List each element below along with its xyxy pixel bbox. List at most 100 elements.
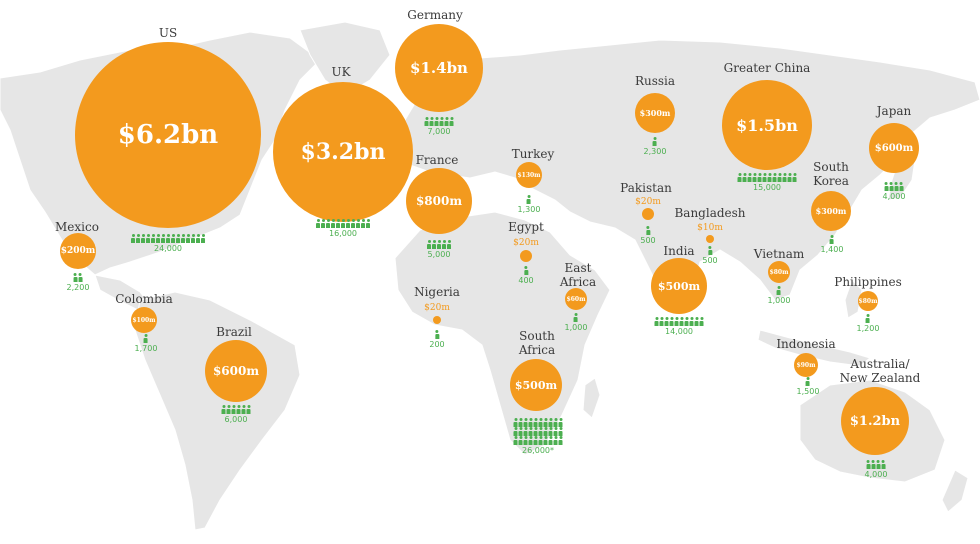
country-name: Pakistan bbox=[620, 181, 672, 195]
country-name: East Africa bbox=[559, 261, 597, 289]
person-icon bbox=[435, 330, 439, 339]
investment-bubble: $600m bbox=[205, 340, 267, 402]
employee-count: 1,000 bbox=[564, 323, 588, 332]
person-icon bbox=[513, 418, 518, 427]
person-icon bbox=[664, 317, 669, 326]
employees-pictogram: 6,000 bbox=[221, 405, 251, 425]
person-icon bbox=[899, 182, 904, 191]
person-icon bbox=[191, 234, 195, 243]
person-icon-row bbox=[866, 314, 870, 323]
investment-bubble: $1.2bn bbox=[841, 387, 909, 455]
person-icon-row bbox=[513, 418, 563, 427]
person-icon bbox=[553, 427, 558, 436]
person-icon bbox=[762, 173, 767, 182]
person-icon bbox=[518, 427, 523, 436]
investment-amount: $10m bbox=[697, 223, 723, 233]
investment-bubble: $80m bbox=[768, 261, 790, 283]
person-icon bbox=[757, 173, 762, 182]
investment-bubble: $300m bbox=[635, 93, 675, 133]
country-name: South Korea bbox=[813, 160, 849, 188]
investment-dot bbox=[433, 316, 441, 324]
country-name: UK bbox=[331, 65, 351, 79]
country-name: Vietnam bbox=[753, 247, 805, 261]
country-name: Egypt bbox=[508, 220, 544, 234]
person-icon bbox=[538, 418, 543, 427]
investment-bubble: $200m bbox=[60, 233, 96, 269]
person-icon bbox=[653, 137, 657, 146]
country-name: Philippines bbox=[834, 275, 902, 289]
person-icon bbox=[558, 436, 563, 445]
employee-count: 16,000 bbox=[329, 229, 357, 238]
employees-pictogram: 1,000 bbox=[564, 313, 588, 333]
employees-pictogram: 1,400 bbox=[821, 235, 843, 255]
person-icon-row bbox=[806, 377, 810, 386]
person-icon bbox=[449, 117, 454, 126]
person-icon bbox=[326, 219, 330, 228]
person-icon bbox=[171, 234, 175, 243]
person-icon bbox=[528, 427, 533, 436]
person-icon-row bbox=[653, 137, 657, 146]
person-icon bbox=[689, 317, 694, 326]
person-icon bbox=[533, 418, 538, 427]
person-icon bbox=[708, 246, 712, 255]
person-icon bbox=[742, 173, 747, 182]
investment-bubble: $1.5bn bbox=[722, 80, 812, 170]
country-name: US bbox=[158, 26, 178, 40]
person-icon bbox=[876, 460, 881, 469]
employees-pictogram: 200 bbox=[429, 330, 445, 350]
person-icon bbox=[156, 234, 160, 243]
person-icon bbox=[361, 219, 365, 228]
investment-bubble: $500m bbox=[651, 258, 707, 314]
investment-bubble: $100m bbox=[131, 307, 157, 333]
person-icon bbox=[737, 173, 742, 182]
person-icon bbox=[186, 234, 190, 243]
person-icon bbox=[553, 418, 558, 427]
person-icon bbox=[894, 182, 899, 191]
person-icon-row bbox=[574, 313, 578, 322]
person-icon bbox=[444, 117, 449, 126]
person-icon bbox=[679, 317, 684, 326]
country-name: France bbox=[415, 153, 459, 167]
person-icon bbox=[767, 173, 772, 182]
investment-amount: $20m bbox=[635, 197, 661, 207]
person-icon bbox=[694, 317, 699, 326]
person-icon bbox=[447, 240, 451, 249]
country-name: Russia bbox=[634, 74, 676, 88]
employees-pictogram: 500 bbox=[640, 226, 656, 246]
person-icon bbox=[513, 427, 518, 436]
investment-dot bbox=[642, 208, 654, 220]
person-icon bbox=[806, 377, 810, 386]
investment-bubble: $300m bbox=[811, 191, 851, 231]
country-name: South Africa bbox=[518, 329, 556, 357]
person-icon bbox=[830, 235, 834, 244]
person-icon bbox=[558, 418, 563, 427]
person-icon bbox=[434, 117, 439, 126]
person-icon bbox=[659, 317, 664, 326]
person-icon bbox=[792, 173, 797, 182]
person-icon bbox=[548, 436, 553, 445]
greenland-landmass bbox=[299, 21, 391, 96]
employee-count: 1,000 bbox=[767, 296, 791, 305]
person-icon bbox=[574, 313, 578, 322]
person-icon bbox=[777, 286, 781, 295]
investment-bubble: $6.2bn bbox=[75, 42, 261, 228]
person-icon bbox=[429, 117, 434, 126]
person-icon bbox=[331, 219, 335, 228]
employee-count: 400 bbox=[518, 276, 534, 285]
employee-count: 26,000* bbox=[522, 446, 554, 455]
person-icon bbox=[523, 418, 528, 427]
person-icon-row bbox=[777, 286, 781, 295]
person-icon bbox=[439, 117, 444, 126]
person-icon-row bbox=[654, 317, 704, 326]
person-icon bbox=[166, 234, 170, 243]
person-icon bbox=[73, 273, 78, 282]
investment-bubble: $3.2bn bbox=[273, 82, 413, 222]
country-name: Nigeria bbox=[414, 285, 460, 299]
person-icon bbox=[427, 240, 431, 249]
person-icon bbox=[747, 173, 752, 182]
person-icon bbox=[518, 418, 523, 427]
person-icon bbox=[777, 173, 782, 182]
madagascar-landmass bbox=[582, 377, 601, 419]
person-icon bbox=[524, 266, 528, 275]
employees-pictogram: 5,000 bbox=[427, 240, 451, 260]
